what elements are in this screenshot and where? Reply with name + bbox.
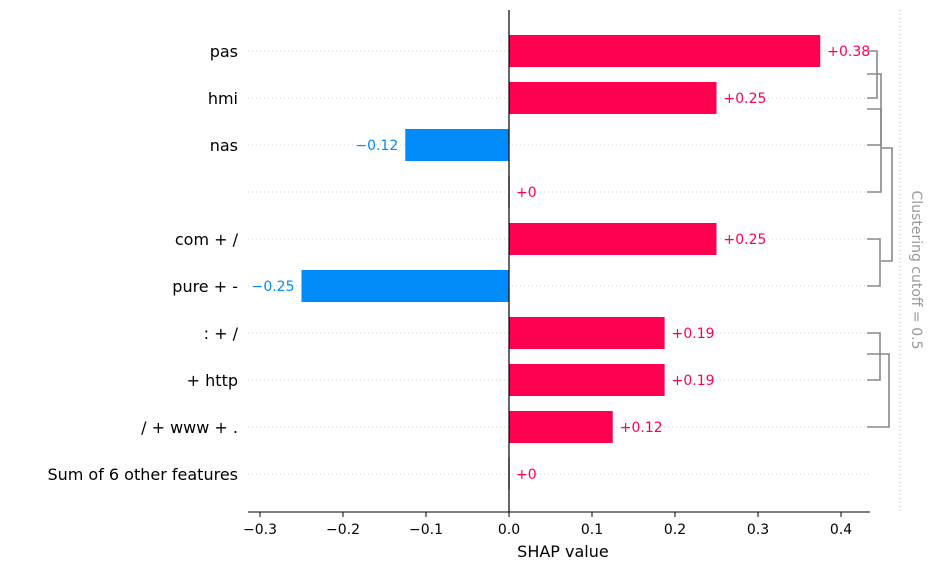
x-tick-label-2: −0.1 (409, 522, 443, 538)
feature-label-8: / + www + . (141, 418, 238, 437)
value-label-3: +0 (516, 185, 537, 201)
value-label-9: +0 (516, 467, 537, 483)
bars (301, 35, 821, 490)
feature-label-0: pas (210, 42, 238, 61)
feature-label-1: hmi (208, 89, 238, 108)
feature-label-5: pure + - (172, 277, 238, 296)
feature-label-4: com + / (175, 230, 239, 249)
dendro-link-5 (867, 353, 890, 428)
value-label-2: −0.12 (355, 138, 398, 154)
dendrogram (867, 50, 893, 428)
x-tick-label-0: −0.3 (243, 522, 277, 538)
feature-label-6: : + / (204, 324, 239, 343)
x-tick-label-5: 0.2 (664, 522, 686, 538)
bar-7 (509, 364, 665, 396)
x-tick-label-1: −0.2 (326, 522, 360, 538)
dendro-link-4 (867, 332, 881, 381)
value-label-7: +0.19 (672, 373, 715, 389)
x-axis-title: SHAP value (517, 542, 609, 561)
bar-5 (301, 270, 509, 302)
cutoff-label: Clustering cutoff = 0.5 (908, 191, 924, 350)
x-tick-label-6: 0.3 (747, 522, 769, 538)
gridlines (248, 50, 870, 475)
feature-label-7: + http (187, 371, 238, 390)
value-label-8: +0.12 (620, 420, 663, 436)
value-label-6: +0.19 (672, 326, 715, 342)
bar-2 (405, 129, 509, 161)
bar-4 (509, 223, 717, 255)
dendro-link-6 (881, 147, 893, 262)
x-axis: −0.3 −0.2 −0.1 0.0 0.1 0.2 0.3 0.4 (243, 511, 870, 538)
bar-0 (509, 35, 821, 67)
x-tick-label-4: 0.1 (581, 522, 603, 538)
dendro-link-2 (867, 108, 882, 193)
value-labels: +0.38 +0.25 −0.12 +0 +0.25 −0.25 +0.19 +0.19 +0.… (252, 44, 871, 483)
dendro-link-3 (867, 238, 881, 287)
value-label-0: +0.38 (827, 44, 870, 60)
value-label-4: +0.25 (724, 232, 767, 248)
feature-labels: pas hmi nas com + / pure + - : + / + http / + w… (47, 42, 238, 484)
x-tick-label-7: 0.4 (830, 522, 852, 538)
bar-1 (509, 82, 717, 114)
x-tick-label-3: 0.0 (498, 522, 520, 538)
value-label-1: +0.25 (724, 91, 767, 107)
feature-label-9: Sum of 6 other features (47, 465, 238, 484)
bar-6 (509, 317, 665, 349)
feature-label-2: nas (210, 136, 238, 155)
bar-8 (509, 411, 613, 443)
value-label-5: −0.25 (252, 279, 295, 295)
